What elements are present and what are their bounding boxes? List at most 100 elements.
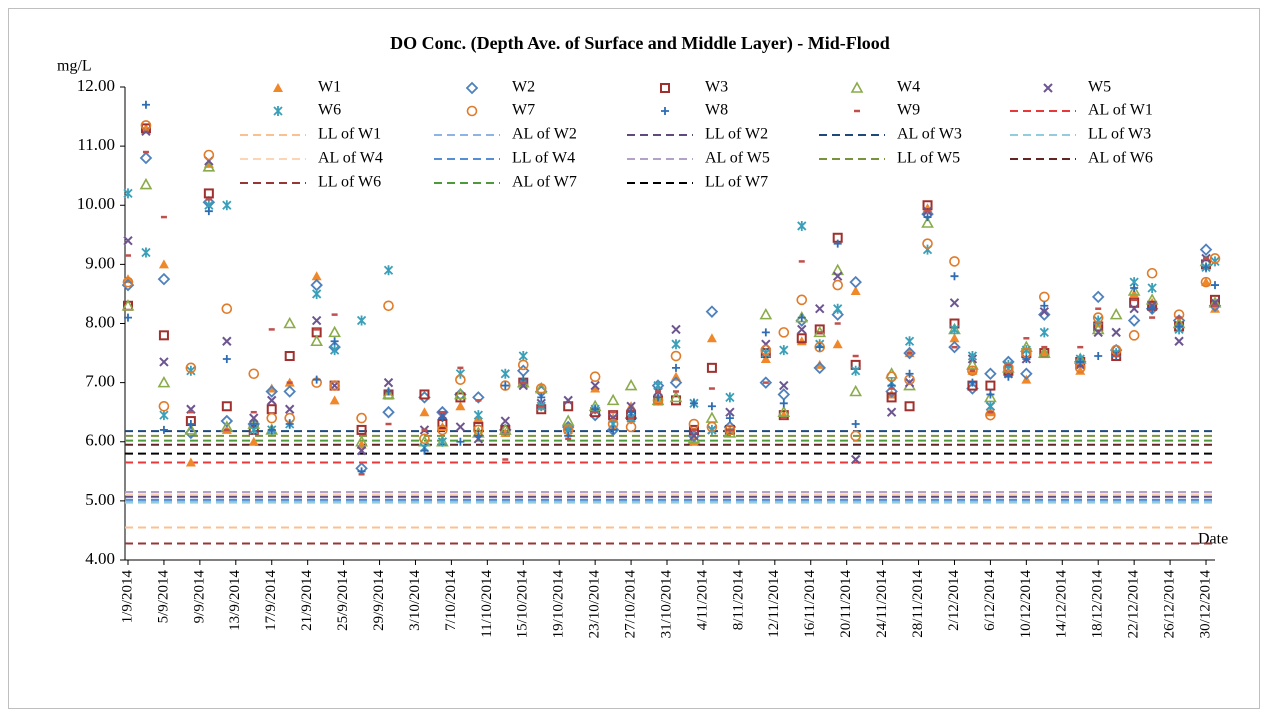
data-point [185,457,196,467]
data-point [221,401,232,412]
data-point [851,365,861,376]
data-point [671,363,680,372]
data-point [563,401,574,412]
data-point [124,313,132,322]
data-point [382,405,395,419]
data-point [922,200,933,211]
data-point [222,336,232,346]
data-point [311,271,322,281]
data-point [886,407,897,417]
data-point [1210,256,1220,267]
data-point [777,388,791,401]
data-point [1148,304,1157,313]
data-point [796,333,807,344]
y-axis-label: mg/L [57,58,92,75]
data-point [851,420,860,429]
x-tick-label: 7/10/2014 [443,570,459,631]
data-point [1211,281,1219,290]
data-point [777,405,791,417]
data-point [1021,345,1031,356]
data-point [500,416,511,426]
data-point [311,315,322,326]
data-point [456,437,465,446]
data-point [1093,315,1103,326]
data-point [158,330,169,341]
data-point [1038,308,1051,321]
data-point [986,390,995,399]
data-point [204,207,213,216]
x-tick-label: 11/10/2014 [479,570,495,638]
legend-label: LL of W3 [1088,126,1151,143]
data-point [455,368,466,379]
data-point [626,401,636,411]
data-point [815,343,824,352]
x-tick-label: 18/12/2014 [1090,570,1106,639]
legend-label: AL of W4 [318,150,383,167]
x-tick-label: 8/11/2014 [730,570,746,631]
data-point [221,303,233,315]
data-point [1129,304,1139,314]
data-point [437,436,448,447]
data-point [706,362,717,373]
data-point [921,216,934,228]
data-point [832,279,843,291]
legend-label: AL of W1 [1088,102,1153,119]
data-point [1004,372,1013,381]
legend-label: W2 [512,79,535,96]
data-point [472,391,485,404]
data-point [356,424,367,435]
data-point [1200,276,1212,288]
data-point [285,420,294,429]
y-tick-label: 6.00 [85,431,115,450]
data-point [689,399,698,408]
data-point [590,380,600,391]
legend-marker [465,81,479,95]
data-point [419,389,430,400]
x-tick-label: 20/11/2014 [838,570,854,638]
data-point [1093,327,1103,338]
data-point [1199,243,1213,256]
data-point [1174,336,1184,346]
data-point [761,328,770,337]
data-point [438,414,447,423]
legend-label: W5 [1088,79,1111,96]
data-point [1039,348,1050,358]
data-point [455,401,466,411]
data-point [705,305,719,318]
data-point [760,353,771,363]
data-point [563,395,573,406]
data-point [1111,327,1121,338]
data-point [1201,277,1212,287]
data-point [949,333,960,343]
legend-label: AL of W6 [1088,150,1153,167]
data-point [725,407,735,417]
data-point [760,344,772,356]
data-point [419,433,430,445]
data-point [248,436,259,446]
legend-label: W1 [318,79,341,96]
data-point [904,401,915,412]
data-point [904,377,915,388]
data-point [121,278,135,292]
data-point [267,395,277,406]
data-point [886,371,897,383]
data-point [1039,291,1050,303]
legend-label: AL of W5 [705,150,770,167]
legend-marker [466,105,478,117]
data-point [968,378,977,387]
data-point [473,410,483,421]
data-point [517,359,529,371]
data-point [813,361,826,375]
legend-label: LL of W6 [318,174,381,191]
x-tick-label: 29/9/2014 [371,570,387,631]
data-point [141,100,150,109]
y-tick-label: 7.00 [85,372,115,391]
x-tick-label: 12/11/2014 [766,570,782,638]
data-point [141,247,151,258]
x-tick-label: 26/12/2014 [1162,570,1178,639]
data-point [455,374,466,385]
x-tick-label: 1/9/2014 [119,570,135,624]
data-point [923,213,932,222]
data-point [1210,303,1220,313]
x-tick-label: 4/11/2014 [694,570,710,631]
